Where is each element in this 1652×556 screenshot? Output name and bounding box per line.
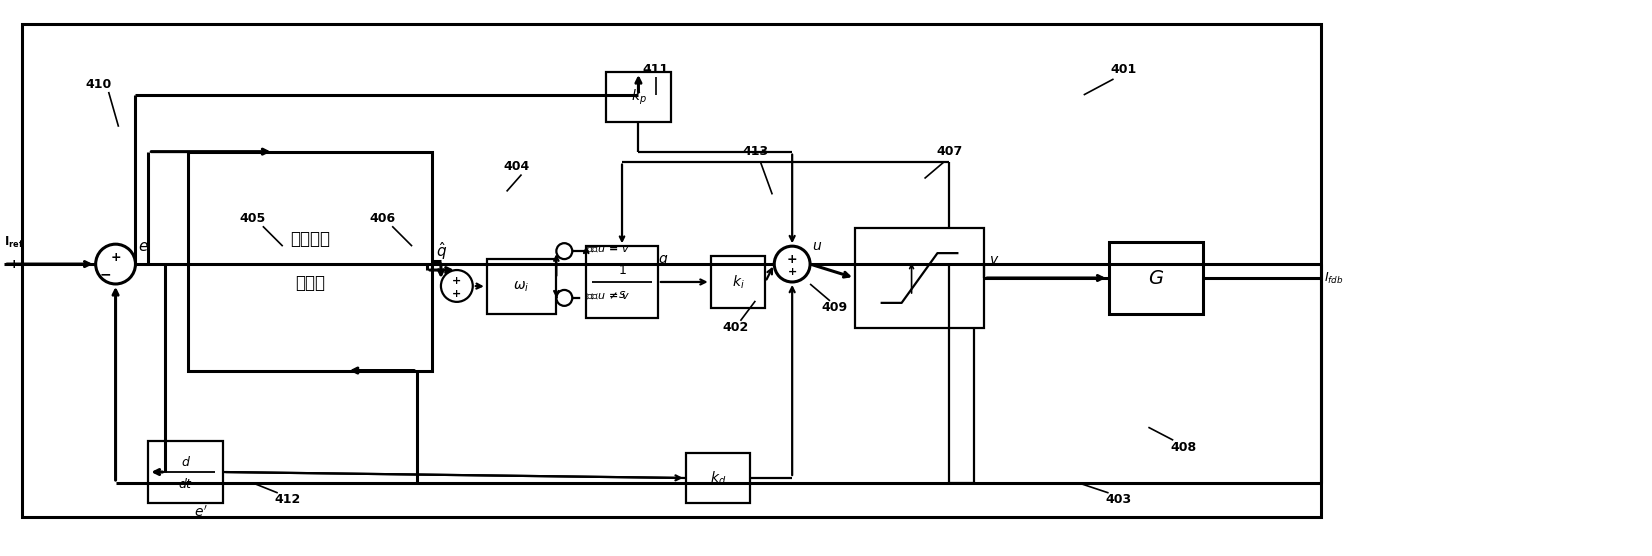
Bar bbox=[686, 453, 750, 503]
Circle shape bbox=[557, 290, 572, 306]
Text: 413: 413 bbox=[742, 145, 768, 158]
Text: −: − bbox=[99, 267, 111, 281]
Text: 406: 406 bbox=[368, 212, 395, 225]
Text: $\omega_i$: $\omega_i$ bbox=[514, 279, 530, 294]
Text: +: + bbox=[10, 257, 20, 271]
Bar bbox=[21, 24, 1320, 517]
Text: 403: 403 bbox=[1105, 493, 1132, 507]
Bar bbox=[586, 246, 657, 318]
Text: 412: 412 bbox=[274, 493, 301, 507]
Bar bbox=[487, 259, 557, 314]
Text: 409: 409 bbox=[823, 301, 847, 314]
Bar bbox=[710, 256, 765, 308]
Text: +: + bbox=[786, 252, 798, 266]
Bar bbox=[606, 72, 671, 122]
Text: $\hat{q}$: $\hat{q}$ bbox=[436, 240, 448, 262]
Circle shape bbox=[775, 246, 809, 282]
Text: $s$: $s$ bbox=[618, 289, 626, 301]
Text: 404: 404 bbox=[504, 160, 530, 173]
Text: 积分状态: 积分状态 bbox=[291, 230, 330, 248]
Text: +: + bbox=[453, 276, 461, 286]
Text: $k_d$: $k_d$ bbox=[710, 469, 727, 486]
Circle shape bbox=[96, 244, 135, 284]
Text: 预测器: 预测器 bbox=[296, 274, 325, 292]
Text: 411: 411 bbox=[643, 62, 669, 76]
Bar bbox=[149, 441, 223, 503]
Text: 如果$u$ ≠ $v$: 如果$u$ ≠ $v$ bbox=[586, 290, 631, 301]
Text: $e$: $e$ bbox=[139, 239, 149, 254]
Text: 如果$u$ = $v$: 如果$u$ = $v$ bbox=[586, 244, 631, 254]
Text: $q$: $q$ bbox=[657, 252, 667, 267]
Text: 407: 407 bbox=[937, 145, 963, 158]
Text: $k_p$: $k_p$ bbox=[631, 87, 646, 107]
Text: 410: 410 bbox=[86, 78, 112, 92]
Text: +: + bbox=[788, 267, 796, 277]
Bar bbox=[444, 182, 776, 378]
Bar bbox=[1108, 242, 1203, 314]
Text: 401: 401 bbox=[1110, 62, 1137, 76]
Text: 405: 405 bbox=[240, 212, 266, 225]
Bar bbox=[188, 152, 431, 370]
Text: +: + bbox=[111, 251, 121, 264]
Circle shape bbox=[557, 243, 572, 259]
Text: $\mathbf{I_{ref}}$: $\mathbf{I_{ref}}$ bbox=[3, 235, 23, 250]
Text: +: + bbox=[453, 289, 461, 299]
Text: $G$: $G$ bbox=[1148, 269, 1165, 287]
Bar bbox=[854, 229, 985, 327]
Circle shape bbox=[441, 270, 472, 302]
Text: $k_i$: $k_i$ bbox=[732, 274, 745, 291]
Text: $u$: $u$ bbox=[813, 239, 823, 253]
Text: $dt$: $dt$ bbox=[178, 477, 193, 491]
Text: $d$: $d$ bbox=[180, 455, 190, 469]
Text: 402: 402 bbox=[722, 321, 748, 334]
Text: $e'$: $e'$ bbox=[193, 505, 208, 520]
Text: $1$: $1$ bbox=[618, 264, 626, 276]
Text: 408: 408 bbox=[1170, 441, 1196, 454]
Text: $I_{fdb}$: $I_{fdb}$ bbox=[1325, 270, 1345, 286]
Text: $v$: $v$ bbox=[990, 253, 999, 267]
